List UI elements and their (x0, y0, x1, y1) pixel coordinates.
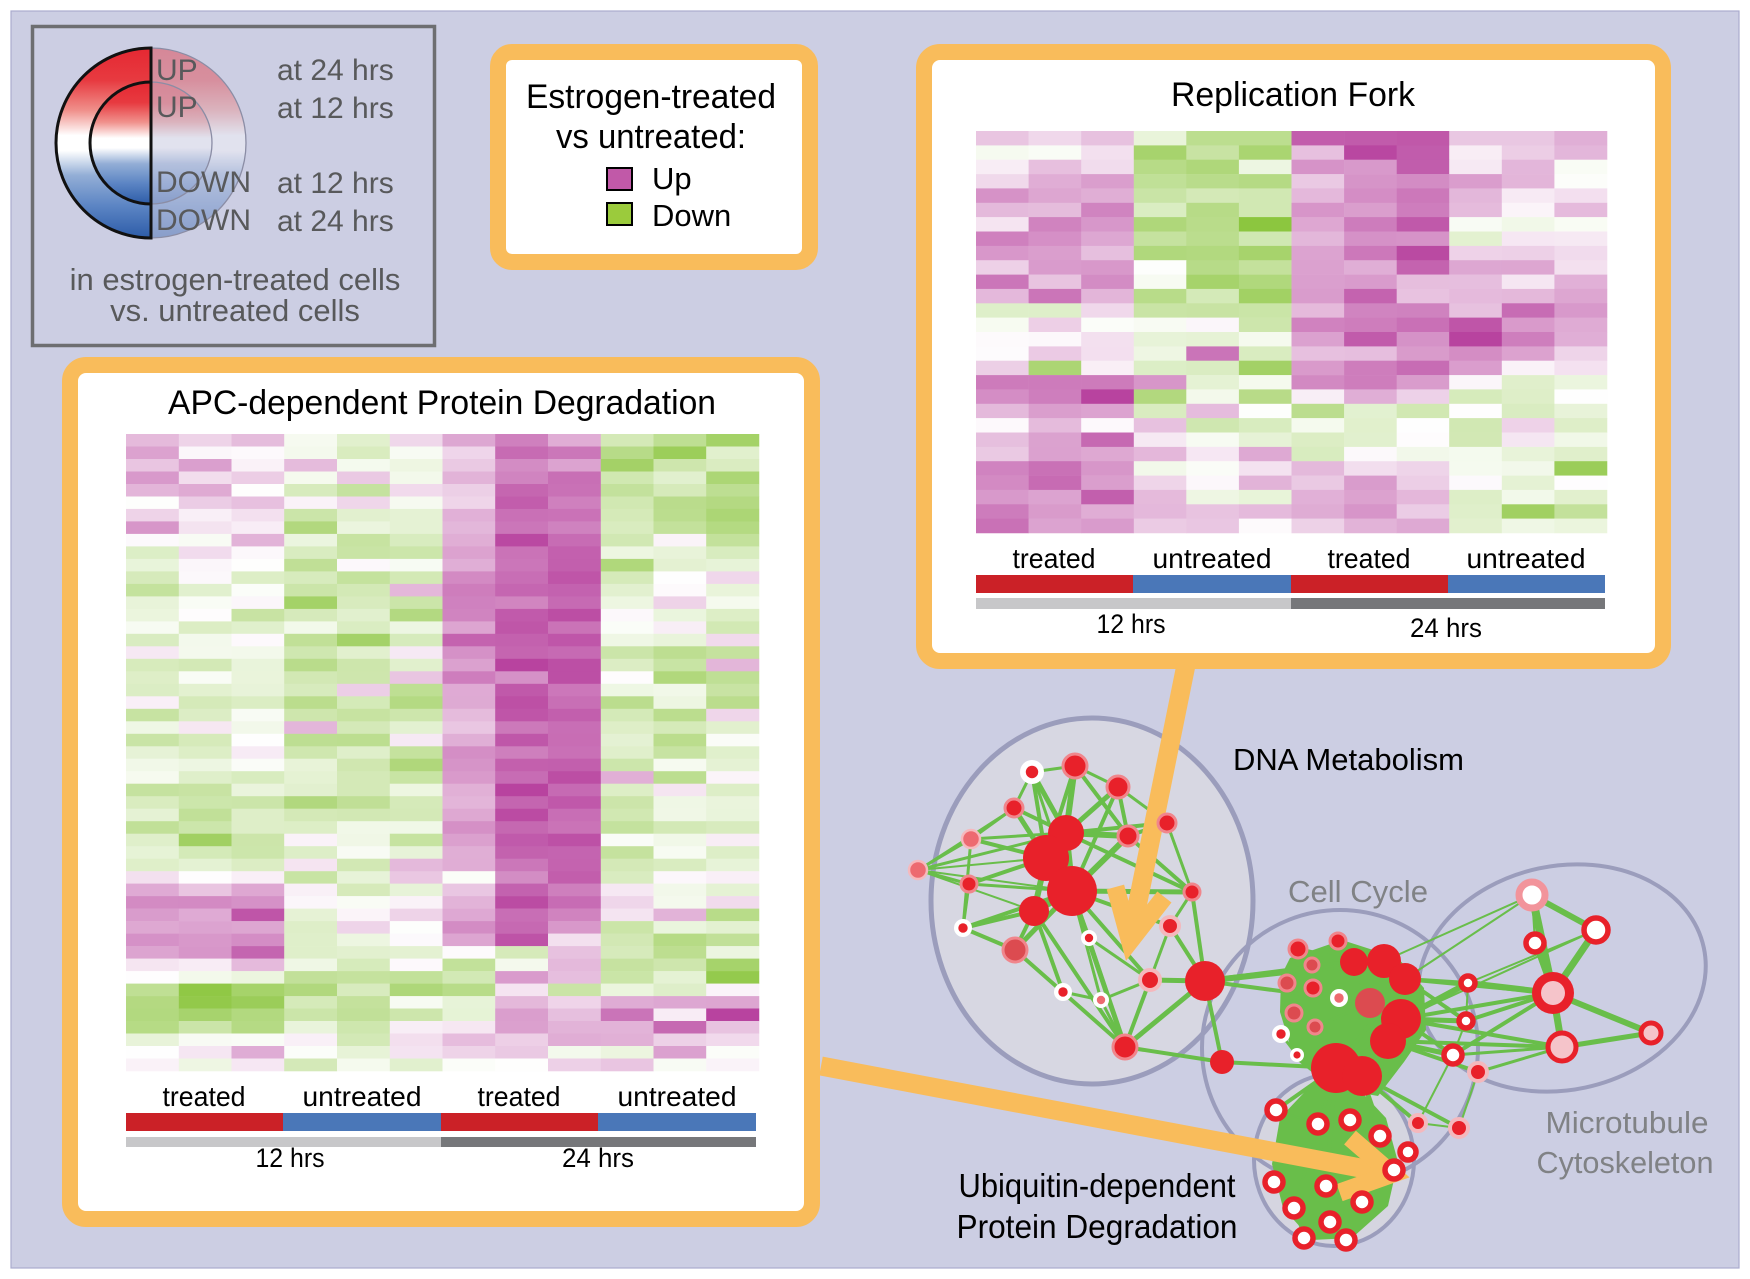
svg-text:vs. untreated cells: vs. untreated cells (110, 293, 360, 328)
svg-text:at 12 hrs: at 12 hrs (277, 167, 394, 200)
svg-text:at 24 hrs: at 24 hrs (277, 54, 394, 87)
svg-text:Estrogen-treated: Estrogen-treated (526, 78, 776, 116)
svg-text:treated: treated (163, 1081, 246, 1112)
svg-text:treated: treated (1013, 543, 1096, 574)
svg-text:Replication Fork: Replication Fork (1171, 76, 1416, 114)
svg-text:24 hrs: 24 hrs (562, 1143, 634, 1173)
svg-text:UP: UP (156, 54, 198, 87)
svg-text:treated: treated (478, 1081, 561, 1112)
svg-text:DOWN: DOWN (156, 204, 251, 237)
svg-text:APC-dependent Protein Degradat: APC-dependent Protein Degradation (168, 384, 716, 422)
svg-text:24 hrs: 24 hrs (1410, 613, 1482, 643)
svg-text:Cell Cycle: Cell Cycle (1288, 874, 1428, 909)
svg-text:Ubiquitin-dependent: Ubiquitin-dependent (959, 1167, 1236, 1204)
svg-text:untreated: untreated (1467, 543, 1586, 574)
svg-text:vs untreated:: vs untreated: (556, 118, 746, 156)
svg-text:12 hrs: 12 hrs (256, 1143, 325, 1173)
svg-text:Up: Up (652, 161, 692, 196)
svg-text:at 12 hrs: at 12 hrs (277, 92, 394, 125)
svg-text:Protein Degradation: Protein Degradation (957, 1208, 1238, 1245)
svg-text:DOWN: DOWN (156, 166, 251, 199)
svg-text:untreated: untreated (303, 1081, 422, 1112)
svg-text:Microtubule: Microtubule (1546, 1105, 1709, 1140)
svg-text:in estrogen-treated cells: in estrogen-treated cells (70, 262, 401, 297)
svg-text:UP: UP (156, 91, 198, 124)
svg-text:Down: Down (652, 198, 731, 233)
svg-text:DNA Metabolism: DNA Metabolism (1233, 742, 1464, 777)
svg-text:Cytoskeleton: Cytoskeleton (1537, 1145, 1714, 1180)
svg-text:untreated: untreated (618, 1081, 737, 1112)
svg-text:treated: treated (1328, 543, 1411, 574)
svg-text:12 hrs: 12 hrs (1097, 609, 1166, 639)
svg-text:untreated: untreated (1153, 543, 1272, 574)
svg-text:at 24 hrs: at 24 hrs (277, 205, 394, 238)
